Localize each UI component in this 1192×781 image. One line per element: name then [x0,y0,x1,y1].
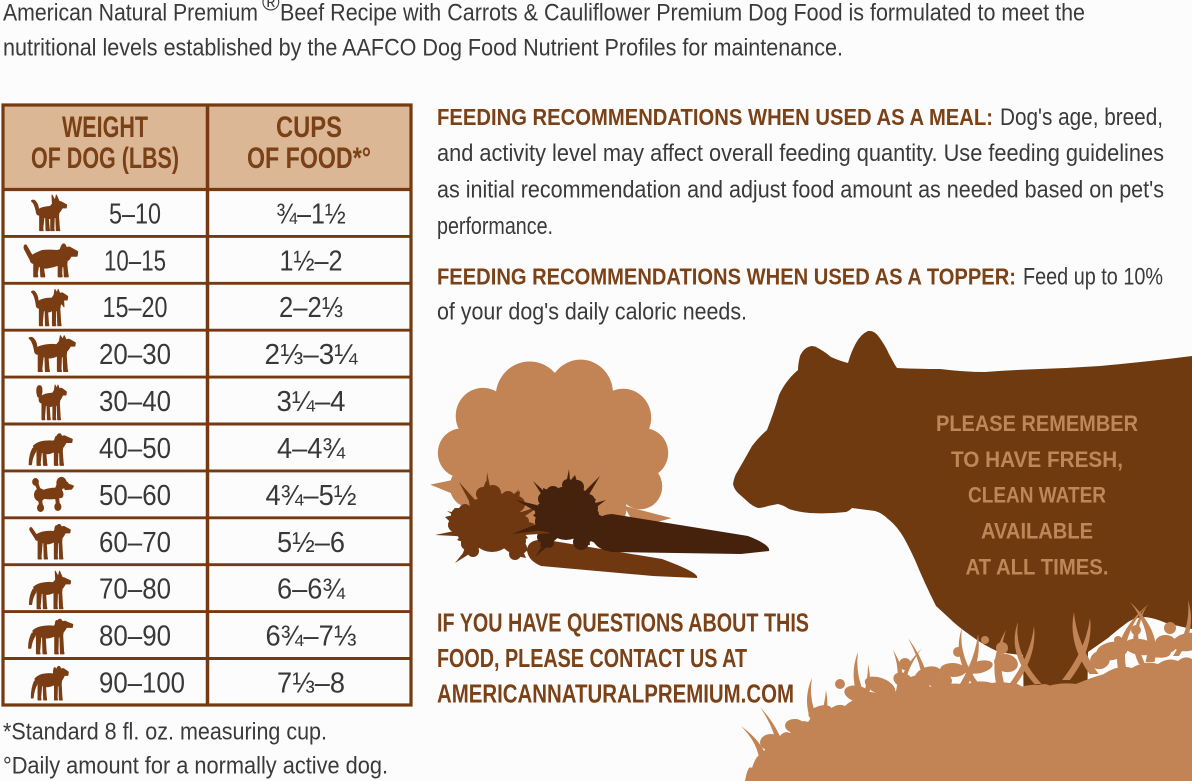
svg-text:70–80: 70–80 [99,574,171,606]
svg-text:FEEDING RECOMMENDATIONS WHEN U: FEEDING RECOMMENDATIONS WHEN USED AS A M… [437,104,993,130]
svg-text:OF FOOD*°: OF FOOD*° [247,142,371,175]
svg-text:OF DOG (LBS): OF DOG (LBS) [31,142,179,175]
svg-text:1½–2: 1½–2 [280,245,343,277]
svg-text:10–15: 10–15 [104,245,166,277]
svg-text:4¾–5½: 4¾–5½ [266,480,357,512]
svg-text:2–2⅓: 2–2⅓ [279,292,343,324]
svg-text:CUPS: CUPS [276,111,342,144]
svg-text:7⅓–8: 7⅓–8 [277,668,345,700]
svg-text:as initial recommendation and: as initial recommendation and adjust foo… [437,177,1164,204]
svg-text:AVAILABLE: AVAILABLE [981,519,1093,544]
svg-text:6–6¾: 6–6¾ [277,574,346,606]
svg-text:PLEASE REMEMBER: PLEASE REMEMBER [936,411,1138,436]
svg-text:*Standard 8 fl. oz. measuring: *Standard 8 fl. oz. measuring cup. [3,719,327,746]
svg-text:80–90: 80–90 [99,621,171,653]
svg-text:5–10: 5–10 [109,198,161,230]
svg-text:15–20: 15–20 [103,292,168,324]
svg-text:2⅓–3¼: 2⅓–3¼ [265,339,359,371]
svg-text:®: ® [262,0,280,17]
svg-text:FOOD, PLEASE CONTACT US AT: FOOD, PLEASE CONTACT US AT [437,643,747,673]
svg-text:Beef Recipe with Carrots & Cau: Beef Recipe with Carrots & Cauliflower P… [280,0,1085,27]
svg-text:Feed up to 10%: Feed up to 10% [1023,264,1163,291]
svg-text:WEIGHT: WEIGHT [62,111,148,144]
svg-text:3¼–4: 3¼–4 [277,386,346,418]
svg-text:TO HAVE FRESH,: TO HAVE FRESH, [951,447,1123,472]
svg-text:AMERICANNATURALPREMIUM.COM: AMERICANNATURALPREMIUM.COM [437,679,794,709]
svg-text:nutritional levels established: nutritional levels established by the AA… [3,34,843,61]
svg-text:40–50: 40–50 [99,433,171,465]
svg-text:FEEDING RECOMMENDATIONS WHEN U: FEEDING RECOMMENDATIONS WHEN USED AS A T… [437,264,1016,290]
svg-text:¾–1½: ¾–1½ [276,198,346,230]
svg-text:IF YOU HAVE QUESTIONS ABOUT TH: IF YOU HAVE QUESTIONS ABOUT THIS [437,608,809,638]
svg-text:and activity level may affect: and activity level may affect overall fe… [437,140,1164,167]
svg-text:50–60: 50–60 [99,480,171,512]
svg-text:performance.: performance. [437,213,553,240]
svg-text:60–70: 60–70 [99,527,171,559]
svg-text:90–100: 90–100 [99,668,185,700]
svg-text:Dog's age, breed,: Dog's age, breed, [1000,104,1163,131]
svg-text:4–4¾: 4–4¾ [277,433,346,465]
svg-text:6¾–7⅓: 6¾–7⅓ [266,621,357,653]
svg-text:of your dog's daily caloric ne: of your dog's daily caloric needs. [437,299,747,326]
svg-text:20–30: 20–30 [99,339,171,371]
svg-text:5½–6: 5½–6 [277,527,345,559]
svg-text:AT ALL TIMES.: AT ALL TIMES. [966,555,1109,580]
svg-text:°Daily amount for a normally a: °Daily amount for a normally active dog. [3,753,388,780]
svg-text:30–40: 30–40 [99,386,171,418]
svg-text:CLEAN WATER: CLEAN WATER [968,483,1106,508]
svg-text:American Natural Premium: American Natural Premium [3,0,258,27]
